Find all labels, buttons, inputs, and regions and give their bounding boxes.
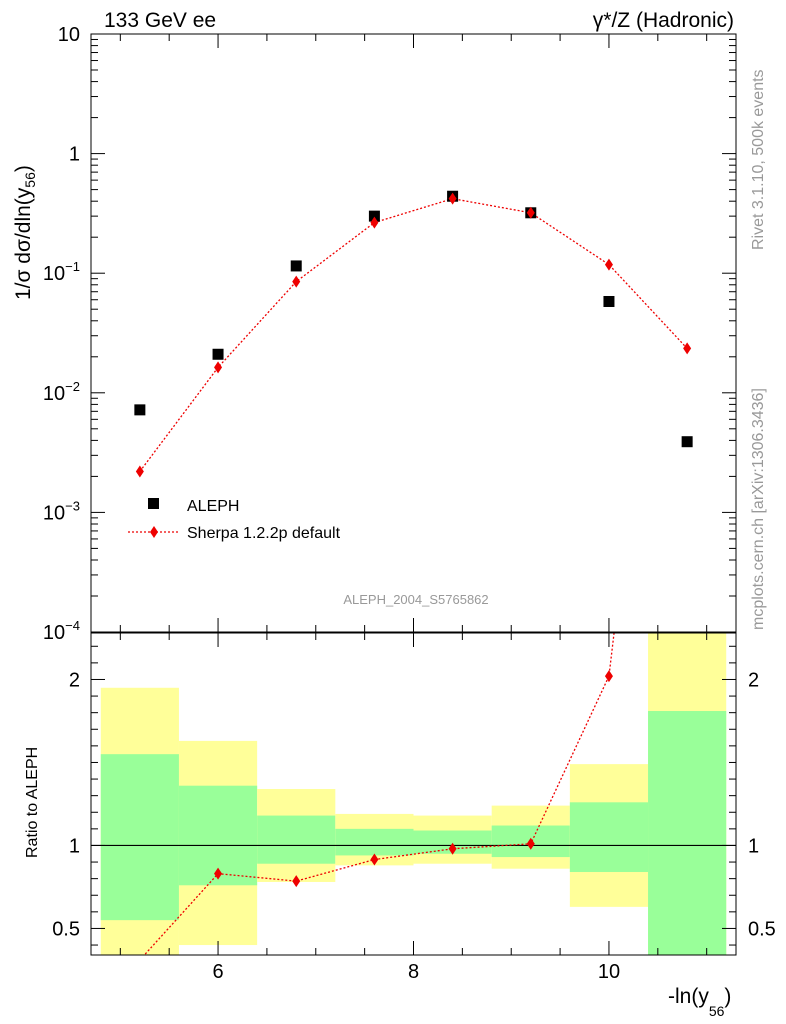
mc-point-4	[448, 192, 457, 205]
ratio-y-tick-label-left-1: 1	[69, 835, 80, 857]
ratio-point-4	[448, 842, 457, 855]
ratio-point-3	[370, 853, 379, 866]
main-y-tick-label-3: 10−2	[43, 379, 80, 405]
data-point-1	[212, 348, 224, 360]
data-point-0	[134, 404, 146, 416]
mc-point-6	[604, 258, 613, 271]
rivet-version-label: Rivet 3.1.10, 500k events	[750, 69, 767, 250]
legend-data-marker	[148, 498, 159, 509]
data-point-2	[290, 260, 302, 272]
mc-point-7	[683, 342, 692, 355]
main-y-tick-label-4: 10−3	[43, 498, 80, 524]
main-y-title-sub: 56	[22, 172, 38, 188]
ratio-plot-series	[143, 633, 615, 955]
header-right: γ*/Z (Hadronic)	[593, 9, 734, 32]
ratio-point-5	[526, 837, 535, 850]
ratio-y-tick-label-left-2: 2	[69, 669, 80, 691]
main-y-axis-title: 1/σ dσ/dln(y56)	[12, 165, 38, 300]
ratio-y-tick-label-right-1: 1	[748, 835, 759, 857]
x-axis-title: -ln(y56)	[668, 985, 731, 1019]
band-inner-6	[569, 802, 649, 873]
ratio-point-2	[292, 875, 301, 888]
x-title-prefix: -ln(y	[668, 985, 709, 1008]
header-left: 133 GeV ee	[104, 9, 216, 32]
data-point-7	[681, 436, 693, 448]
main-y-tick-label-2: 10−1	[43, 259, 80, 285]
x-tick-label-0: 6	[212, 961, 223, 983]
axes: 10 1 10−1 10−2 10−3 10−4 6 8 10 0.5 0.5 1 1 2 2	[43, 24, 776, 983]
data-point-3	[368, 210, 380, 222]
main-y-tick-label-1: 1	[69, 144, 80, 166]
x-tick-label-1: 8	[408, 961, 419, 983]
main-y-tick-label-0: 10	[58, 24, 80, 46]
ratio-point-1	[214, 867, 223, 880]
x-title-suffix: )	[724, 985, 731, 1008]
data-point-6	[603, 295, 615, 307]
x-tick-label-2: 10	[598, 961, 620, 983]
band-inner-2	[257, 815, 336, 864]
ratio-y-axis-title: Ratio to ALEPH	[24, 747, 41, 858]
main-y-title-prefix: 1/σ dσ/dln(y	[12, 187, 35, 300]
main-plot-series	[134, 190, 693, 478]
band-inner-0	[100, 754, 179, 921]
ratio-y-tick-label-left-0: 0.5	[52, 918, 80, 940]
ratio-y-tick-label-right-2: 2	[748, 669, 759, 691]
legend-data-label: ALEPH	[187, 498, 239, 515]
legend: ALEPH Sherpa 1.2.2p default	[128, 498, 341, 542]
mc-point-0	[135, 465, 144, 478]
mc-point-5	[526, 206, 535, 219]
main-plot-frame	[90, 33, 737, 633]
mc-line	[139, 197, 688, 472]
ratio-point-6	[604, 670, 613, 683]
legend-mc-label: Sherpa 1.2.2p default	[187, 525, 341, 542]
x-title-sub: 56	[709, 1003, 725, 1019]
mc-point-2	[292, 275, 301, 288]
ratio-line	[143, 633, 615, 955]
mcplots-label: mcplots.cern.ch [arXiv:1306.3436]	[750, 388, 767, 630]
ratio-uncertainty-bands	[100, 633, 727, 955]
band-inner-3	[335, 828, 414, 856]
analysis-watermark: ALEPH_2004_S5765862	[343, 592, 488, 607]
main-y-tick-label-5: 10−4	[43, 618, 80, 644]
main-y-title-suffix: )	[12, 165, 35, 172]
mc-point-1	[214, 361, 223, 374]
band-inner-7	[648, 711, 727, 955]
ratio-y-tick-label-right-0: 0.5	[748, 918, 776, 940]
mc-point-3	[370, 216, 379, 229]
legend-mc-marker	[150, 526, 158, 538]
band-inner-4	[413, 830, 492, 854]
